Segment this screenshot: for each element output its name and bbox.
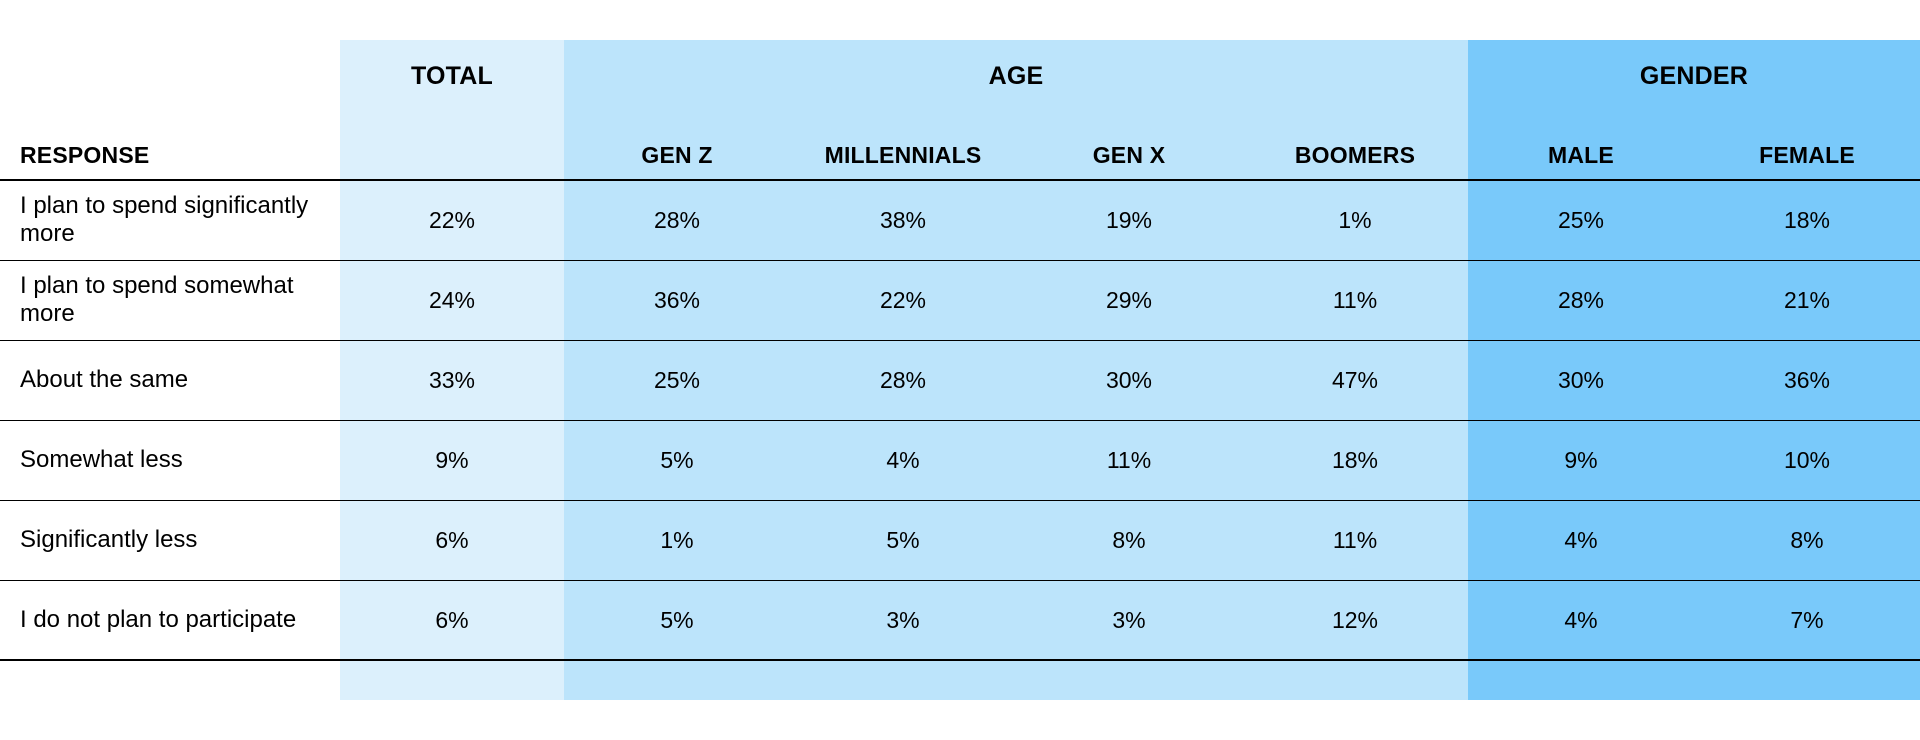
table-cell: 24% [428, 286, 476, 313]
table-cell: 36% [653, 286, 701, 313]
table-cell: 3% [886, 606, 920, 633]
table-cell: 30% [1105, 366, 1153, 393]
table-cell: 47% [1331, 366, 1379, 393]
row-label: Significantly less [20, 526, 198, 553]
col-header-female: FEMALE [1759, 141, 1855, 168]
row-label: I do not plan to participate [20, 606, 297, 633]
table-cell: 1% [660, 526, 694, 553]
col-header-gen-z: GEN Z [641, 141, 713, 168]
table-cell: 25% [1557, 206, 1605, 233]
table-cell: 33% [428, 366, 476, 393]
table-cell: 38% [879, 206, 927, 233]
col-header-male: MALE [1548, 141, 1614, 168]
group-header-gender: GENDER [1639, 61, 1749, 90]
row-label: I plan to spend significantly more [20, 192, 309, 247]
table-cell: 28% [879, 366, 927, 393]
table-cell: 1% [1338, 206, 1372, 233]
table-cell: 4% [1564, 606, 1598, 633]
row-divider [0, 340, 1920, 341]
row-divider [0, 420, 1920, 421]
table-cell: 19% [1105, 206, 1153, 233]
table-cell: 6% [435, 526, 469, 553]
bottom-rule [0, 659, 1920, 661]
table-cell: 28% [653, 206, 701, 233]
table-cell: 29% [1105, 286, 1153, 313]
row-label: Somewhat less [20, 446, 183, 473]
table-cell: 36% [1783, 366, 1831, 393]
col-header-millennials: MILLENNIALS [824, 141, 982, 168]
col-header-gen-x: GEN X [1092, 141, 1166, 168]
table-cell: 11% [1332, 526, 1378, 553]
table-cell: 21% [1783, 286, 1831, 313]
table-cell: 25% [653, 366, 701, 393]
table-cell: 4% [1564, 526, 1598, 553]
table-cell: 5% [660, 606, 694, 633]
group-header-total: TOTAL [410, 61, 493, 90]
table-cell: 28% [1557, 286, 1605, 313]
header-rule [0, 179, 1920, 181]
table-cell: 7% [1790, 606, 1824, 633]
row-divider [0, 260, 1920, 261]
table-cell: 11% [1332, 286, 1378, 313]
table-cell: 8% [1790, 526, 1824, 553]
col-header-boomers: BOOMERS [1294, 141, 1416, 168]
table-cell: 3% [1112, 606, 1146, 633]
table-cell: 11% [1106, 446, 1152, 473]
row-label: I plan to spend somewhat more [20, 272, 294, 327]
table-cell: 4% [886, 446, 920, 473]
table-cell: 10% [1783, 446, 1831, 473]
survey-table: TOTAL AGE GENDER RESPONSE GEN Z MILLENNI… [0, 40, 1920, 700]
response-column-header: RESPONSE [20, 141, 150, 168]
gender-band [1468, 40, 1920, 700]
table-cell: 8% [1112, 526, 1146, 553]
table-cell: 5% [886, 526, 920, 553]
table-cell: 30% [1557, 366, 1605, 393]
group-header-age: AGE [988, 61, 1044, 90]
table-cell: 9% [435, 446, 469, 473]
table-cell: 18% [1783, 206, 1831, 233]
total-band [340, 40, 564, 700]
age-band [564, 40, 1468, 700]
table-cell: 5% [660, 446, 694, 473]
row-divider [0, 500, 1920, 501]
table-cell: 22% [428, 206, 476, 233]
row-label: About the same [20, 366, 189, 393]
row-divider [0, 580, 1920, 581]
table-cell: 22% [879, 286, 927, 313]
table-cell: 9% [1564, 446, 1598, 473]
table-cell: 6% [435, 606, 469, 633]
table-cell: 12% [1331, 606, 1379, 633]
table-cell: 18% [1331, 446, 1379, 473]
